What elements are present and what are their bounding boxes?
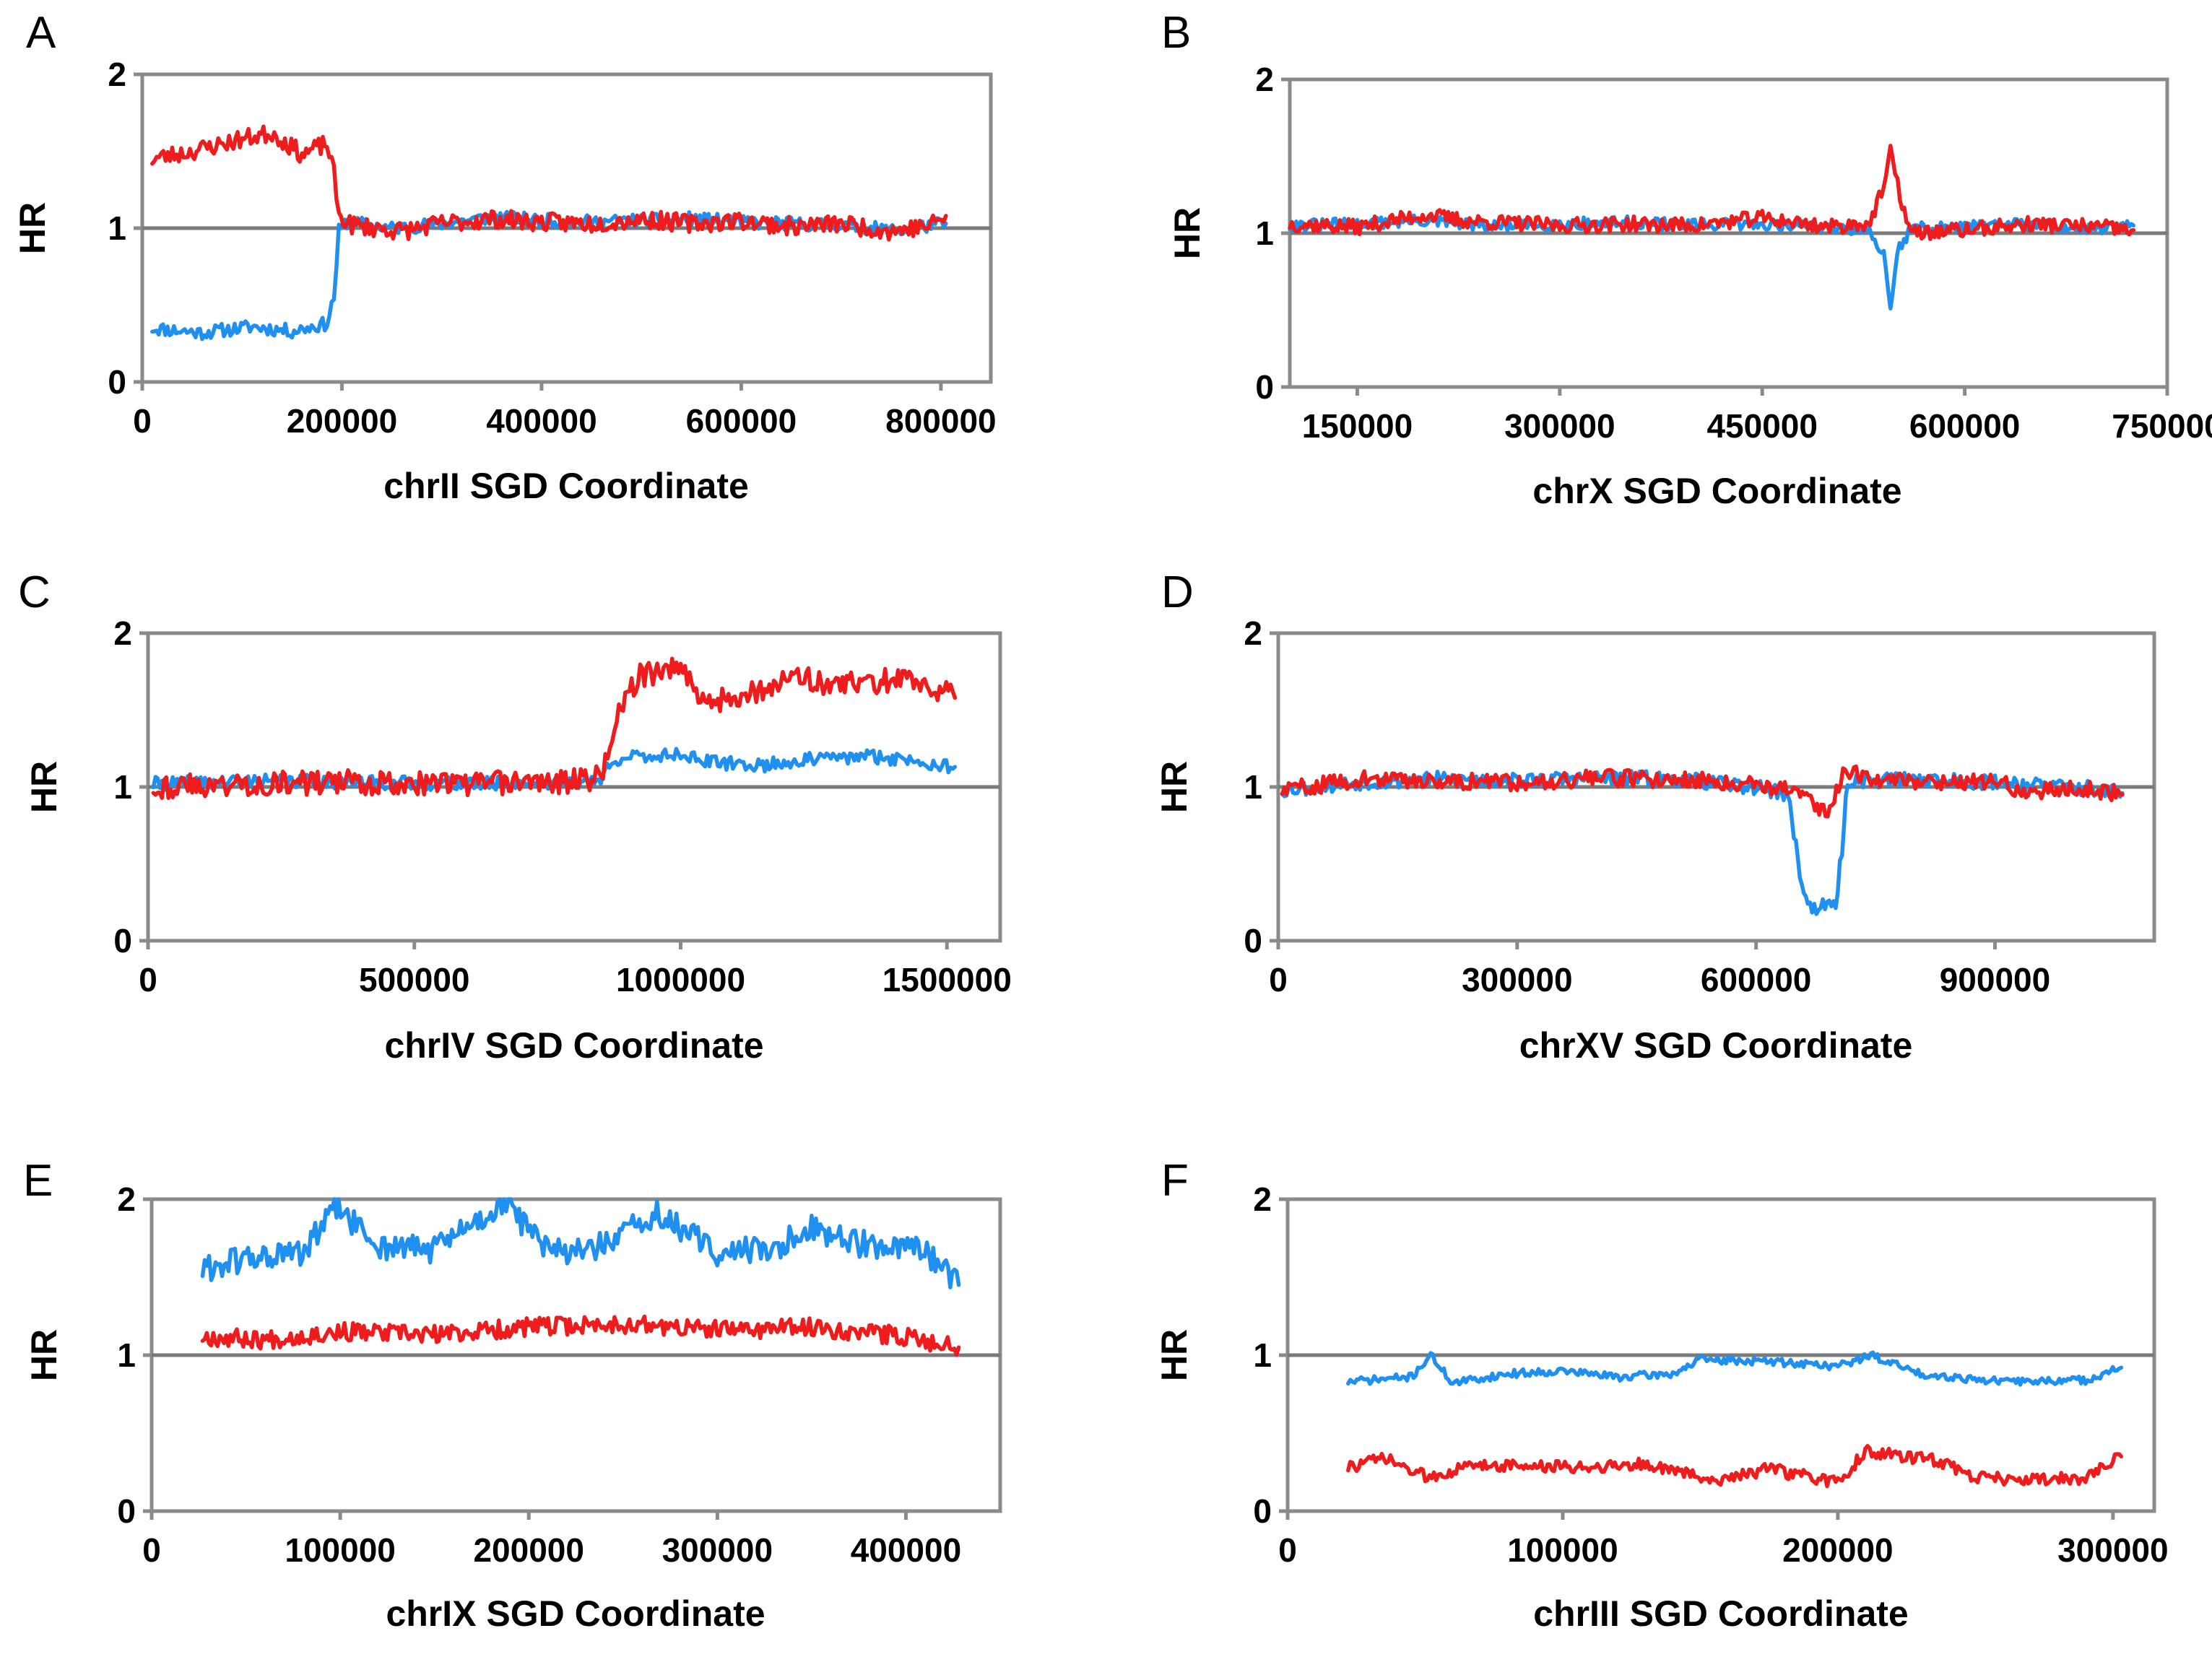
series-line-blue: [1288, 213, 2136, 311]
x-tick-label: 1000000: [616, 961, 745, 999]
series-line-red: [1346, 1444, 2124, 1489]
y-tick-label: 1: [1253, 1336, 1272, 1374]
y-tick-label: 0: [117, 1492, 136, 1530]
panel-a: A 0 200000 400000 600000 800000 0 1 2 HR chrII …: [12, 8, 997, 506]
panel-e-letter: E: [23, 1156, 53, 1206]
y-tick-label: 2: [113, 614, 132, 652]
panel-f-letter: F: [1161, 1156, 1189, 1206]
panel-f: F 0 100000 200000 300000 0 1 2 HR chrIII SGD C…: [1154, 1156, 2169, 1634]
series-group: [151, 656, 958, 800]
y-axis-title: HR: [1167, 207, 1207, 259]
axis-ticks: 0 500000 1000000 1500000 0 1 2: [113, 614, 1011, 999]
panel-d: D 0 300000 600000 900000 0 1 2 HR chrXV SGD Co…: [1154, 567, 2156, 1066]
x-tick-label: 200000: [287, 402, 398, 440]
series-line-red: [150, 124, 948, 242]
series-group: [150, 124, 948, 341]
y-tick-label: 0: [1253, 1492, 1272, 1530]
x-tick-label: 300000: [1462, 961, 1573, 999]
y-tick-label: 1: [117, 1336, 136, 1374]
y-tick-label: 2: [1255, 61, 1274, 98]
x-tick-label: 0: [1269, 961, 1288, 999]
panel-c: C 0 500000 1000000 1500000 0 1 2 HR chrIV SGD …: [18, 567, 1012, 1066]
y-axis-title: HR: [24, 761, 64, 813]
series-group: [1288, 144, 2136, 311]
y-axis-title: HR: [12, 202, 53, 254]
x-tick-label: 150000: [1302, 407, 1413, 445]
x-tick-label: 600000: [1909, 407, 2021, 445]
x-tick-label: 0: [133, 402, 152, 440]
axis-ticks: 150000 300000 450000 600000 750000 0 1 2: [1255, 61, 2212, 445]
axis-ticks: 0 200000 400000 600000 800000 0 1 2: [108, 56, 996, 440]
x-tick-label: 600000: [1701, 961, 1812, 999]
axis-ticks: 0 100000 200000 300000 0 1 2: [1253, 1180, 2168, 1569]
series-line-red: [1280, 764, 2125, 819]
axis-ticks: 0 300000 600000 900000 0 1 2: [1244, 614, 2050, 999]
x-tick-label: 0: [1278, 1531, 1297, 1569]
x-axis-title: chrXV SGD Coordinate: [1519, 1025, 1913, 1066]
x-tick-label: 900000: [1940, 961, 2051, 999]
x-tick-label: 400000: [486, 402, 597, 440]
series-group: [1346, 1350, 2124, 1489]
panel-d-letter: D: [1161, 567, 1194, 617]
y-tick-label: 0: [113, 922, 132, 960]
series-line-blue: [1346, 1350, 2124, 1387]
y-tick-label: 1: [113, 768, 132, 806]
y-tick-label: 0: [1255, 368, 1274, 406]
x-tick-label: 300000: [2057, 1531, 2169, 1569]
y-axis-title: HR: [1154, 1329, 1194, 1381]
x-tick-label: 1500000: [882, 961, 1012, 999]
y-tick-label: 1: [1255, 214, 1274, 252]
x-tick-label: 200000: [473, 1531, 584, 1569]
x-axis-title: chrIII SGD Coordinate: [1533, 1593, 1909, 1634]
x-tick-label: 800000: [885, 402, 997, 440]
x-axis-title: chrIX SGD Coordinate: [386, 1593, 765, 1634]
y-tick-label: 0: [108, 363, 126, 401]
x-axis-title: chrX SGD Coordinate: [1532, 471, 1901, 511]
y-tick-label: 1: [108, 209, 126, 247]
y-axis-title: HR: [1154, 761, 1194, 813]
x-axis-title: chrII SGD Coordinate: [383, 466, 749, 506]
x-tick-label: 300000: [1504, 407, 1615, 445]
panel-b: B 150000 300000 450000 600000 750000 0 1 2 HR c…: [1161, 8, 2212, 511]
x-tick-label: 0: [139, 961, 157, 999]
series-line-red: [1288, 144, 2136, 241]
x-tick-label: 750000: [2112, 407, 2212, 445]
x-tick-label: 400000: [851, 1531, 962, 1569]
x-tick-label: 200000: [1782, 1531, 1894, 1569]
x-tick-label: 450000: [1706, 407, 1818, 445]
series-line-red: [200, 1314, 961, 1357]
x-tick-label: 100000: [285, 1531, 396, 1569]
y-tick-label: 1: [1244, 768, 1262, 806]
axis-ticks: 0 100000 200000 300000 400000 0 1 2: [117, 1180, 961, 1569]
panel-c-letter: C: [18, 567, 51, 617]
x-tick-label: 300000: [662, 1531, 773, 1569]
series-line-blue: [150, 209, 948, 341]
series-group: [200, 1197, 961, 1357]
panel-e: E 0 100000 200000 300000 400000 0 1 2 HR chrIX …: [23, 1156, 1002, 1634]
y-tick-label: 2: [108, 56, 126, 93]
x-tick-label: 600000: [686, 402, 797, 440]
x-tick-label: 0: [142, 1531, 161, 1569]
panel-a-letter: A: [26, 8, 56, 58]
y-axis-title: HR: [24, 1329, 64, 1381]
series-line-blue: [200, 1197, 961, 1289]
y-tick-label: 2: [1253, 1180, 1272, 1218]
y-tick-label: 0: [1244, 922, 1262, 960]
x-axis-title: chrIV SGD Coordinate: [384, 1025, 763, 1066]
x-tick-label: 500000: [359, 961, 470, 999]
series-line-blue: [1280, 769, 2125, 916]
x-tick-label: 100000: [1507, 1531, 1618, 1569]
series-group: [1280, 764, 2125, 916]
panel-b-letter: B: [1161, 8, 1191, 58]
y-tick-label: 2: [1244, 614, 1262, 652]
y-tick-label: 2: [117, 1180, 136, 1218]
series-line-red: [151, 656, 958, 800]
